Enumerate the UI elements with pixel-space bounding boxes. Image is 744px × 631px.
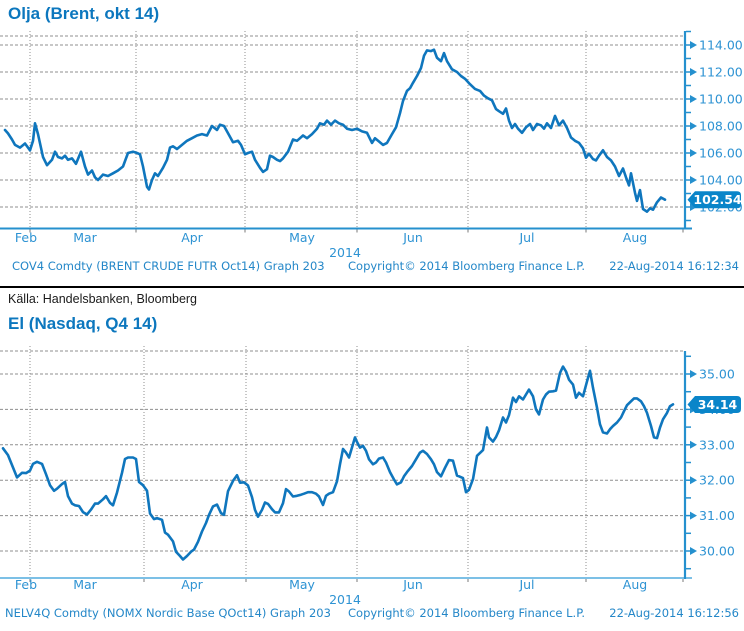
x-tick-label: Mar	[73, 230, 97, 245]
ticker-info-power: NELV4Q Comdty (NOMX Nordic Base QOct14) …	[5, 606, 331, 620]
timestamp-power: 22-Aug-2014 16:12:56	[609, 606, 739, 620]
y-tick-label: 114.00	[699, 38, 743, 53]
chart-title-power: El (Nasdaq, Q4 14)	[8, 314, 158, 333]
y-tick-arrow-icon	[690, 370, 697, 378]
y-tick-label: 30.00	[699, 544, 735, 559]
chart-footer-oil: COV4 Comdty (BRENT CRUDE FUTR Oct14) Gra…	[0, 259, 744, 274]
source-note: Källa: Handelsbanken, Bloomberg	[8, 292, 198, 306]
oil-chart: 102.00104.00106.00108.00110.00112.00114.…	[0, 30, 743, 245]
x-tick-label: Apr	[181, 577, 203, 592]
x-tick-label: May	[289, 230, 315, 245]
y-tick-label: 35.00	[699, 367, 735, 382]
y-tick-label: 110.00	[699, 92, 743, 107]
last-value-badge	[687, 395, 741, 413]
last-value-label: 102.54	[693, 192, 742, 207]
y-tick-label: 33.00	[699, 437, 735, 452]
y-tick-label: 31.00	[699, 508, 735, 523]
x-tick-label: Jul	[518, 577, 534, 592]
y-tick-arrow-icon	[690, 511, 697, 520]
y-tick-label: 32.00	[699, 473, 735, 488]
copyright-power: Copyright© 2014 Bloomberg Finance L.P.	[348, 606, 585, 620]
x-tick-label: Aug	[623, 230, 647, 245]
x-tick-label: Jun	[402, 577, 423, 592]
x-tick-label: Apr	[181, 230, 203, 245]
x-tick-label: Mar	[73, 577, 97, 592]
y-tick-arrow-icon	[690, 176, 697, 184]
y-tick-arrow-icon	[690, 95, 697, 103]
y-tick-label: 106.00	[699, 146, 743, 161]
power-chart: 30.0031.0032.0033.0034.0035.00FebMarAprM…	[0, 346, 741, 592]
chart-footer-power: NELV4Q Comdty (NOMX Nordic Base QOct14) …	[0, 606, 744, 621]
ticker-info-oil: COV4 Comdty (BRENT CRUDE FUTR Oct14) Gra…	[12, 259, 325, 273]
x-tick-label: Aug	[623, 577, 647, 592]
y-tick-arrow-icon	[690, 440, 697, 449]
section-divider	[0, 286, 744, 288]
chart-title-oil: Olja (Brent, okt 14)	[8, 4, 160, 23]
y-tick-label: 112.00	[699, 65, 743, 80]
x-tick-label: May	[289, 577, 315, 592]
x-tick-label: Feb	[15, 577, 37, 592]
copyright-oil: Copyright© 2014 Bloomberg Finance L.P.	[348, 259, 585, 273]
price-line	[3, 48, 667, 213]
x-tick-label: Feb	[15, 230, 37, 245]
y-tick-label: 108.00	[699, 119, 743, 134]
y-tick-arrow-icon	[690, 149, 697, 157]
x-tick-label: Jun	[402, 230, 423, 245]
x-tick-label: Jul	[518, 230, 534, 245]
last-value-label: 34.14	[698, 397, 738, 412]
x-axis-year-oil: 2014	[329, 245, 361, 260]
y-tick-label: 104.00	[699, 173, 743, 188]
y-tick-arrow-icon	[690, 203, 697, 211]
y-tick-arrow-icon	[690, 41, 697, 49]
x-axis-year-power: 2014	[329, 592, 361, 607]
price-line	[1, 365, 675, 561]
y-tick-arrow-icon	[690, 68, 697, 76]
y-tick-arrow-icon	[690, 122, 697, 130]
last-value-badge	[687, 191, 741, 209]
y-tick-arrow-icon	[690, 476, 697, 485]
timestamp-oil: 22-Aug-2014 16:12:34	[609, 259, 739, 273]
y-tick-arrow-icon	[690, 547, 697, 555]
